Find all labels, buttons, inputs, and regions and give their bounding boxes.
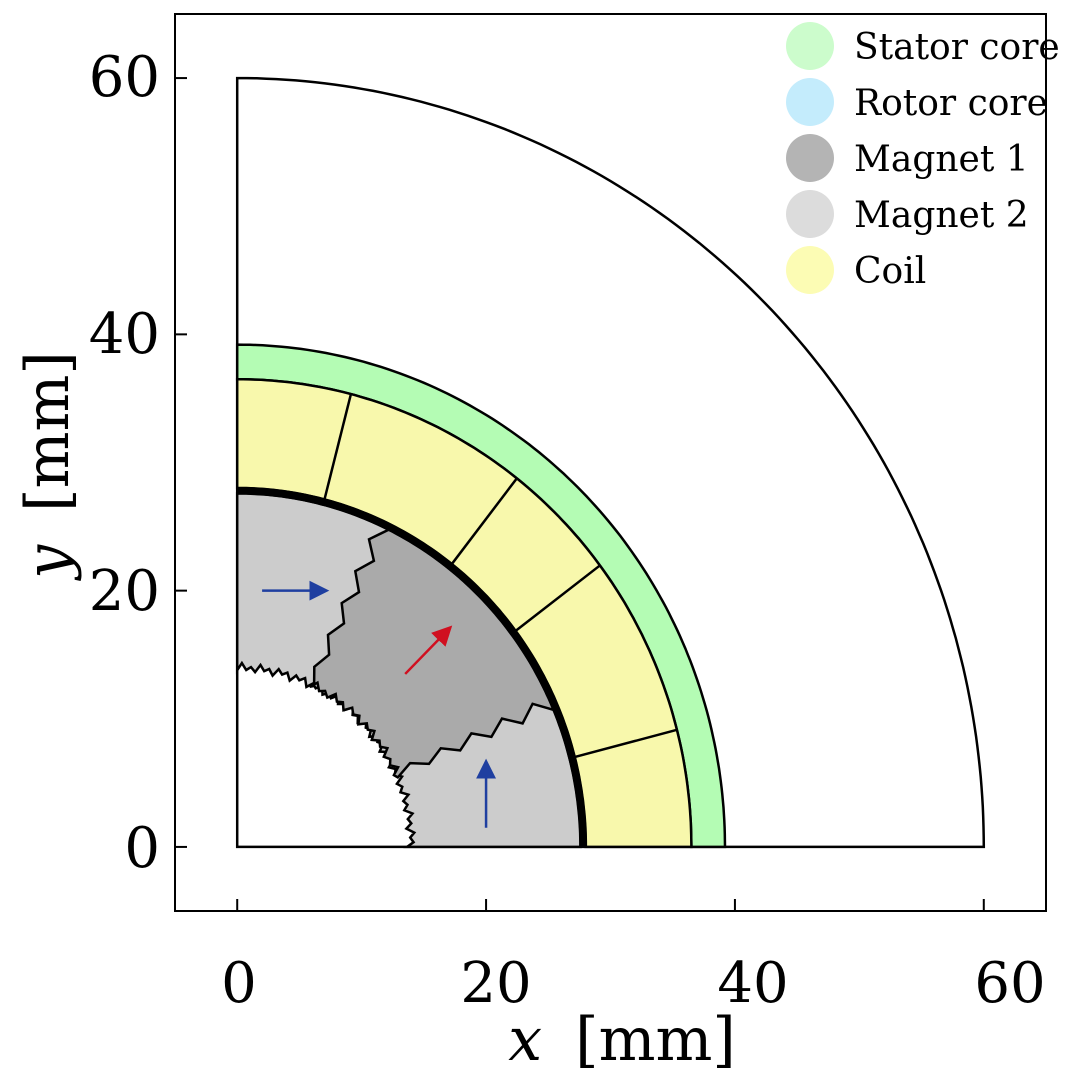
motor-regions (235, 76, 986, 849)
coil-divider-3 (450, 477, 518, 565)
axis-ticks (175, 77, 985, 911)
x-tick-label-40: 40 (717, 951, 788, 1016)
y-tick-label-40: 40 (89, 302, 160, 367)
legend-swatch-magnet-2 (786, 190, 834, 238)
coil-divider-2 (514, 564, 601, 632)
legend-label-rotor-core: Rotor core (854, 83, 1048, 124)
rotor-rim (237, 486, 588, 847)
legend-item-magnet-2: Magnet 2 (786, 190, 1029, 238)
legend-item-coil: Coil (786, 246, 926, 294)
x-axis-var: x (508, 1005, 542, 1075)
legend: Stator core Rotor core Magnet 1 Magnet 2… (786, 22, 1060, 294)
y-axis-label: y [mm] (13, 351, 83, 582)
magnetization-arrow-2 (404, 625, 453, 675)
legend-label-coil: Coil (854, 251, 926, 292)
y-tick-label-60: 60 (89, 45, 160, 110)
x-tick-label-60: 60 (974, 951, 1045, 1016)
coil-divider-1 (574, 728, 678, 759)
legend-swatch-stator-core (786, 22, 834, 70)
legend-item-stator-core: Stator core (786, 22, 1060, 70)
legend-item-rotor-core: Rotor core (786, 78, 1048, 126)
coil-dividers (323, 393, 678, 759)
x-tick-label-20: 20 (460, 951, 531, 1016)
y-axis-var: y (13, 544, 83, 582)
y-tick-label-0: 0 (124, 816, 160, 881)
axes-frame (174, 13, 1047, 912)
legend-swatch-magnet-1 (786, 134, 834, 182)
coil-divider-4 (323, 393, 353, 500)
legend-label-magnet-2: Magnet 2 (854, 195, 1029, 236)
x-axis-label: x [mm] (508, 1005, 736, 1075)
legend-swatch-coil (786, 246, 834, 294)
legend-label-stator-core: Stator core (854, 27, 1060, 68)
legend-swatch-rotor-core (786, 78, 834, 126)
x-tick-label-0: 0 (221, 951, 257, 1016)
legend-label-magnet-1: Magnet 1 (854, 139, 1029, 180)
x-axis-unit: [mm] (575, 1005, 736, 1075)
y-axis-unit: [mm] (13, 351, 83, 512)
y-tick-label-20: 20 (89, 559, 160, 624)
legend-item-magnet-1: Magnet 1 (786, 134, 1029, 182)
magnetization-arrows (262, 580, 497, 828)
